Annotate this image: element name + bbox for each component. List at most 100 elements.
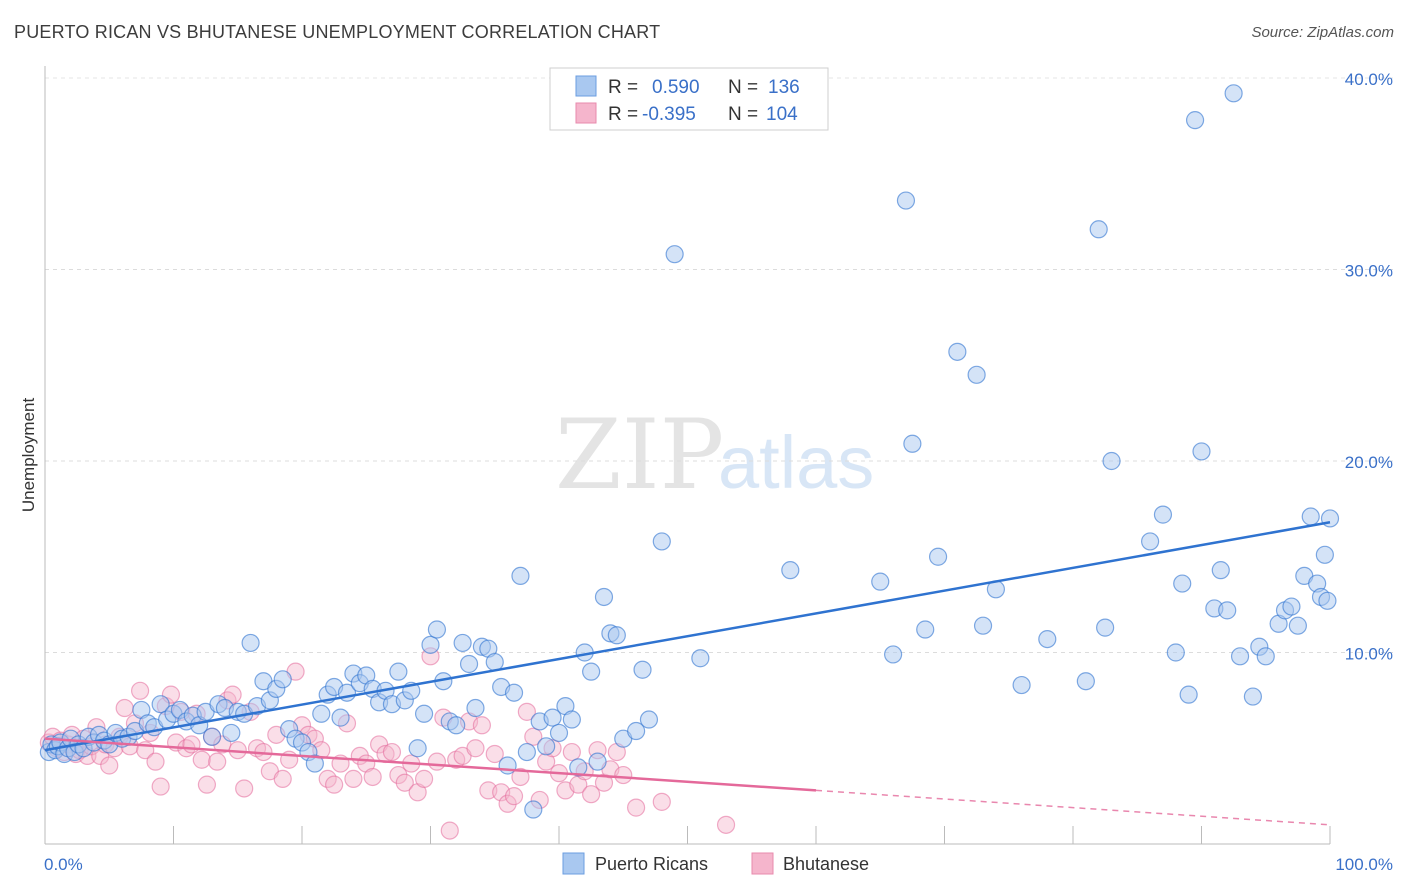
bhutanese-point-18 <box>115 698 134 718</box>
puerto-rican-point-136 <box>1282 597 1301 616</box>
bhutanese-point-31 <box>182 735 201 754</box>
puerto-rican-point-97 <box>633 660 652 679</box>
puerto-rican-point-128 <box>1218 601 1237 620</box>
puerto-rican-point-63 <box>408 739 427 758</box>
puerto-rican-point-70 <box>453 633 472 653</box>
bhutanese-point-61 <box>363 767 382 787</box>
y-axis-title: Unemployment <box>19 398 38 513</box>
puerto-rican-point-121 <box>1166 643 1185 662</box>
bhutanese-point-86 <box>524 727 543 746</box>
legend-r-label-2: R = <box>608 104 638 125</box>
bhutanese-point-80 <box>485 744 504 764</box>
bhutanese-point-24 <box>146 752 165 771</box>
puerto-rican-point-118 <box>1102 451 1121 471</box>
puerto-rican-point-100 <box>665 245 684 264</box>
bhutanese-point-64 <box>382 742 402 762</box>
puerto-rican-point-122 <box>1173 574 1192 593</box>
puerto-rican-point-85 <box>549 723 569 743</box>
puerto-rican-point-124 <box>1185 111 1205 130</box>
bhutanese-point-33 <box>192 750 211 769</box>
puerto-rican-point-110 <box>967 365 986 384</box>
puerto-rican-point-94 <box>607 626 626 645</box>
y-tick-label-20: 20.0% <box>1345 453 1393 472</box>
y-tick-label-30: 30.0% <box>1345 262 1393 281</box>
bhutanese-point-102 <box>652 792 671 811</box>
puerto-rican-point-96 <box>626 721 646 741</box>
legend-swatch-blue <box>575 75 597 97</box>
puerto-rican-point-130 <box>1230 647 1250 666</box>
puerto-rican-point-64 <box>414 704 434 723</box>
bhutanese-point-100 <box>614 765 633 785</box>
bhutanese-point-77 <box>466 739 485 758</box>
puerto-rican-point-65 <box>421 635 440 654</box>
source-label: Source: ZipAtlas.com <box>1251 24 1394 41</box>
puerto-rican-point-91 <box>588 752 607 771</box>
puerto-rican-point-129 <box>1224 84 1243 103</box>
legend-r-label-1: R = <box>608 77 638 98</box>
bhutanese-trend-line <box>44 737 817 792</box>
puerto-rican-point-98 <box>639 710 659 729</box>
axes <box>44 66 1331 845</box>
puerto-rican-point-143 <box>1318 591 1337 610</box>
series-label-puerto-ricans: Puerto Ricans <box>595 854 708 874</box>
bhutanese-point-85 <box>517 702 536 721</box>
chart-title: PUERTO RICAN VS BHUTANESE UNEMPLOYMENT C… <box>14 22 661 42</box>
bhutanese-point-66 <box>395 773 414 792</box>
x-tick-labels: 0.0% 100.0% <box>44 855 1393 874</box>
bhutanese-point-47 <box>273 769 292 788</box>
puerto-rican-point-119 <box>1140 532 1160 551</box>
puerto-rican-point-131 <box>1243 687 1263 706</box>
bhutanese-point-78 <box>472 716 491 735</box>
legend-n-label-2: N = <box>728 104 758 125</box>
puerto-rican-point-71 <box>459 654 479 674</box>
puerto-rican-point-90 <box>582 662 601 681</box>
puerto-rican-point-99 <box>652 532 671 551</box>
bhutanese-point-69 <box>414 769 434 788</box>
bhutanese-point-39 <box>223 685 242 704</box>
bhutanese-point-84 <box>511 767 530 787</box>
series-label-bhutanese: Bhutanese <box>783 854 869 874</box>
legend-n-label-1: N = <box>728 77 758 98</box>
series-legend: Puerto Ricans Bhutanese <box>562 852 869 875</box>
y-tick-label-40: 40.0% <box>1345 70 1393 89</box>
bhutanese-point-73 <box>440 821 459 840</box>
bhutanese-point-25 <box>151 777 170 796</box>
puerto-rican-point-111 <box>973 616 993 635</box>
puerto-rican-point-81 <box>524 800 543 819</box>
puerto-rican-point-109 <box>948 342 967 361</box>
bhutanese-point-103 <box>716 815 736 834</box>
puerto-rican-point-80 <box>517 742 536 762</box>
puerto-rican-point-42 <box>273 670 292 689</box>
puerto-rican-point-87 <box>562 710 581 729</box>
bhutanese-point-36 <box>208 752 227 771</box>
bhutanese-point-101 <box>626 798 646 817</box>
puerto-rican-point-88 <box>569 758 588 777</box>
bhutanese-point-21 <box>130 681 150 700</box>
puerto-rican-point-103 <box>871 572 890 591</box>
puerto-rican-point-117 <box>1096 618 1115 637</box>
puerto-rican-point-83 <box>537 737 556 756</box>
puerto-rican-point-84 <box>543 708 562 727</box>
gridlines <box>45 77 1395 653</box>
bhutanese-point-34 <box>197 775 217 794</box>
puerto-rican-point-60 <box>389 662 408 681</box>
watermark-atlas: atlas <box>718 421 874 504</box>
puerto-rican-trend-line <box>44 521 1331 752</box>
puerto-rican-point-114 <box>1038 629 1057 649</box>
puerto-rican-point-125 <box>1192 442 1211 461</box>
puerto-rican-point-120 <box>1153 505 1173 524</box>
puerto-rican-point-142 <box>1315 545 1334 564</box>
puerto-rican-point-77 <box>498 756 517 775</box>
puerto-rican-point-133 <box>1256 647 1275 666</box>
puerto-rican-point-34 <box>222 723 241 743</box>
puerto-rican-point-107 <box>916 620 935 639</box>
bhutanese-point-83 <box>504 787 524 806</box>
puerto-rican-point-51 <box>331 708 350 727</box>
puerto-rican-point-127 <box>1211 561 1230 580</box>
bhutanese-point-92 <box>562 742 581 762</box>
puerto-rican-point-108 <box>928 547 948 566</box>
puerto-rican-point-104 <box>883 645 903 664</box>
legend-n-value-1: 136 <box>768 77 800 98</box>
puerto-rican-point-75 <box>485 652 504 672</box>
